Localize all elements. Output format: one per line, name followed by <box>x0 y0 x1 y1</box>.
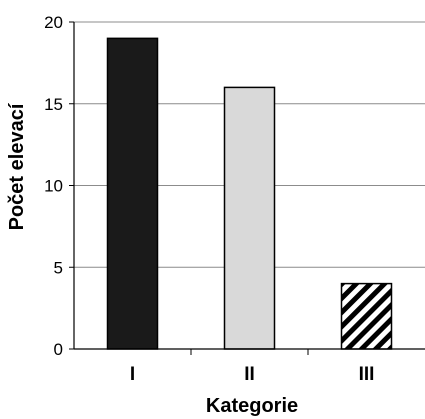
x-tick-label-I: I <box>130 364 135 385</box>
y-tick-labels: 0 5 10 15 20 <box>44 13 63 359</box>
x-tick-labels: I II III <box>130 364 375 385</box>
bars <box>106 37 393 350</box>
x-tick-label-II: II <box>244 364 255 385</box>
y-axis-title: Počet elevací <box>6 102 28 230</box>
axes <box>69 21 425 355</box>
bar-III <box>340 282 393 350</box>
bar-I <box>106 37 159 350</box>
y-tick-label: 5 <box>54 258 63 277</box>
bar-II <box>223 86 276 350</box>
x-tick-label-III: III <box>359 364 375 385</box>
x-axis-title: Kategorie <box>206 395 298 417</box>
y-tick-label: 10 <box>44 177 63 196</box>
y-tick-label: 20 <box>44 13 63 32</box>
y-tick-label: 0 <box>54 340 63 359</box>
y-tick-label: 15 <box>44 95 63 114</box>
